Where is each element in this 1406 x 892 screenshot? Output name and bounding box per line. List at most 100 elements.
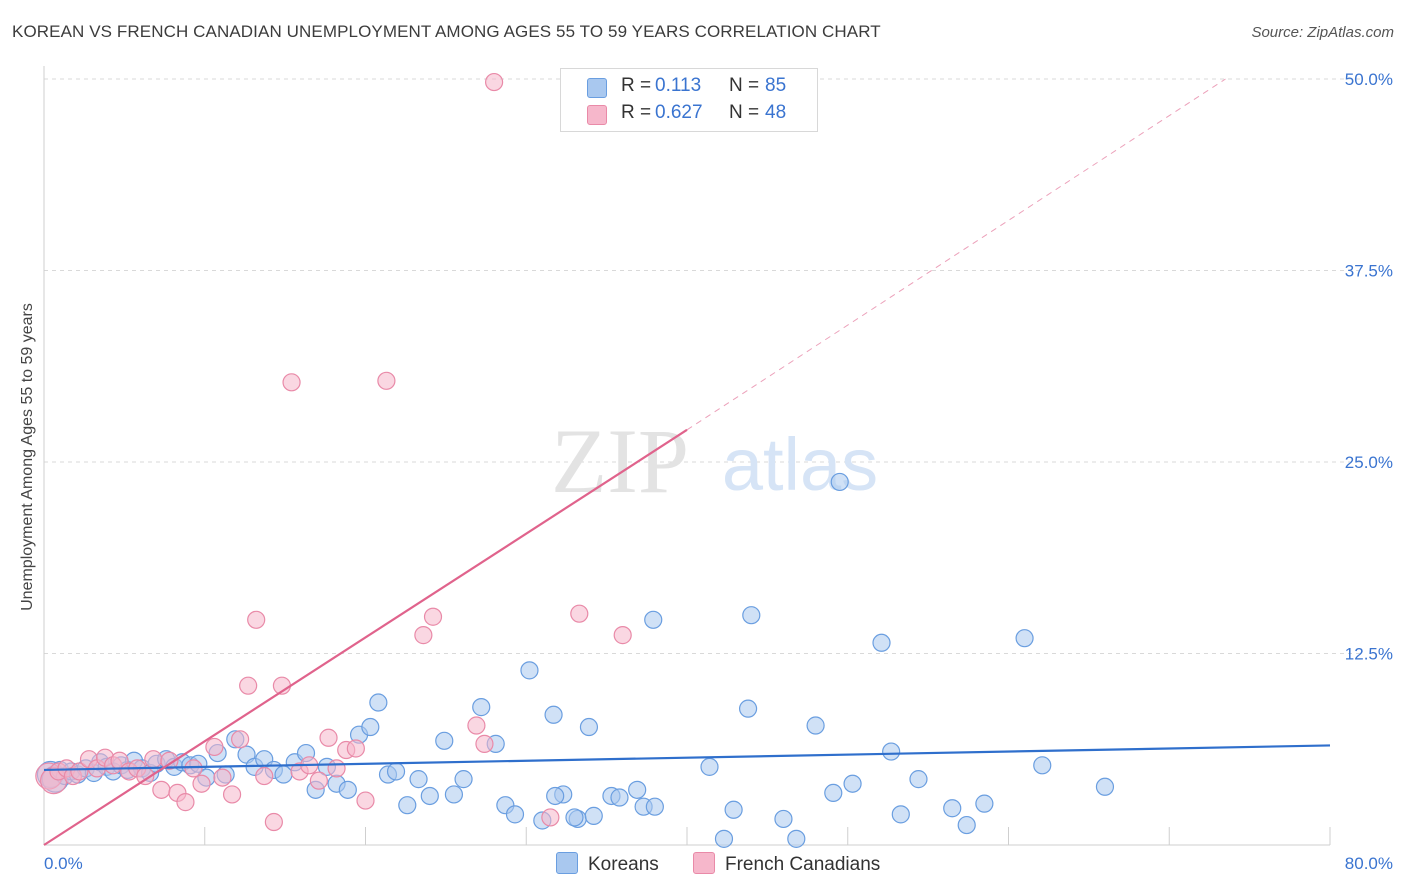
korean-point <box>420 786 439 806</box>
korean-point <box>787 829 806 848</box>
tick-labels: 12.5% 25.0% 37.5% 50.0% 0.0% 80.0% <box>44 70 1393 873</box>
legend-row-french: R = 0.627 N = 48 <box>561 100 817 128</box>
watermark-zip: ZIP <box>551 410 689 512</box>
french-canadian-point <box>377 371 396 390</box>
french-canadian-point <box>467 716 486 735</box>
french-canadian-point <box>192 774 211 793</box>
y-tick-label: 12.5% <box>1345 645 1393 664</box>
correlation-legend: R = 0.113 N = 85 R = 0.627 N = 48 <box>560 68 818 132</box>
french-canadian-point <box>309 771 328 790</box>
french-swatch <box>587 105 607 125</box>
source-label: Source: ZipAtlas.com <box>1251 24 1394 41</box>
korean-point <box>742 606 761 625</box>
korean-trendline <box>43 744 1331 772</box>
koreans-r-label: R = <box>621 75 652 96</box>
french-canadian-point <box>319 728 338 747</box>
french-legend-label: French Canadians <box>725 854 881 875</box>
french-canadian-point <box>213 768 232 787</box>
korean-point <box>454 770 473 789</box>
french-canadian-point <box>152 780 171 799</box>
french-legend-swatch <box>693 852 715 874</box>
korean-point <box>774 809 793 829</box>
korean-point <box>520 661 539 680</box>
korean-point <box>1033 756 1052 775</box>
korean-point <box>610 788 629 807</box>
korean-point <box>546 786 565 806</box>
korean-point <box>645 797 664 816</box>
french-canadian-point <box>356 791 375 810</box>
french-canadian-point <box>541 808 560 827</box>
koreans-swatch <box>587 78 607 98</box>
french-canadian-point <box>282 373 301 392</box>
trendlines <box>43 78 1331 846</box>
korean-point <box>472 698 491 717</box>
korean-point <box>386 762 406 781</box>
korean-point <box>584 806 603 825</box>
watermark-atlas: atlas <box>722 423 878 506</box>
y-tick-label: 50.0% <box>1345 70 1393 89</box>
korean-point <box>579 717 599 737</box>
korean-point <box>628 780 647 799</box>
french-canadian-point <box>414 626 433 645</box>
koreans-legend-swatch <box>556 852 578 874</box>
korean-point <box>544 705 563 724</box>
french-canadian-point <box>475 734 494 753</box>
french-canadian-point <box>205 737 224 757</box>
korean-point <box>975 794 994 813</box>
french-trendline <box>43 428 688 846</box>
data-points <box>35 72 1115 848</box>
korean-point <box>843 774 862 793</box>
french-canadian-point <box>239 676 258 695</box>
french-canadian-point <box>570 604 589 623</box>
french-canadian-point <box>176 793 195 812</box>
french-trendline-extension <box>686 78 1226 431</box>
french-canadian-point <box>485 72 504 92</box>
french-canadian-point <box>613 626 632 645</box>
korean-point <box>644 610 663 629</box>
french-n-value: 48 <box>765 102 787 123</box>
koreans-n-label: N = <box>729 75 760 96</box>
french-canadian-point <box>231 730 250 749</box>
korean-point <box>824 783 843 803</box>
korean-point <box>882 742 901 761</box>
korean-point <box>872 633 891 652</box>
korean-point <box>891 805 910 824</box>
korean-point <box>505 805 525 824</box>
korean-point <box>338 780 357 799</box>
korean-point <box>361 717 380 737</box>
korean-point <box>444 785 464 804</box>
koreans-r-value: 0.113 <box>655 75 702 96</box>
french-canadian-point <box>264 812 283 832</box>
x-tick-label-min: 0.0% <box>44 854 83 873</box>
korean-point <box>724 800 743 819</box>
french-r-label: R = <box>621 102 652 123</box>
grid-lines <box>44 78 1364 654</box>
korean-point <box>714 829 734 848</box>
french-canadian-point <box>144 750 163 769</box>
korean-point <box>435 731 454 750</box>
korean-point <box>806 716 825 735</box>
korean-point <box>1095 777 1115 796</box>
korean-point <box>369 693 388 712</box>
x-tick-label-max: 80.0% <box>1345 854 1393 873</box>
french-canadian-point <box>423 607 443 626</box>
korean-point <box>830 472 849 492</box>
french-canadian-point <box>327 759 346 778</box>
french-canadian-point <box>70 762 89 781</box>
axes <box>43 66 1331 846</box>
french-canadian-point <box>160 751 179 770</box>
korean-point <box>398 796 417 815</box>
koreans-legend-label: Koreans <box>588 854 659 875</box>
korean-point <box>565 808 584 827</box>
french-canadian-point <box>255 766 274 786</box>
chart-title: KOREAN VS FRENCH CANADIAN UNEMPLOYMENT A… <box>12 22 881 41</box>
korean-point <box>1015 629 1034 648</box>
korean-point <box>409 770 428 789</box>
y-tick-label: 37.5% <box>1345 262 1393 281</box>
koreans-n-value: 85 <box>765 75 787 96</box>
korean-point <box>909 770 928 789</box>
legend-row-koreans: R = 0.113 N = 85 <box>561 73 817 101</box>
legend-item-french-canadians: French Canadians <box>693 852 880 876</box>
korean-point <box>943 799 962 818</box>
french-canadian-point <box>247 610 266 629</box>
